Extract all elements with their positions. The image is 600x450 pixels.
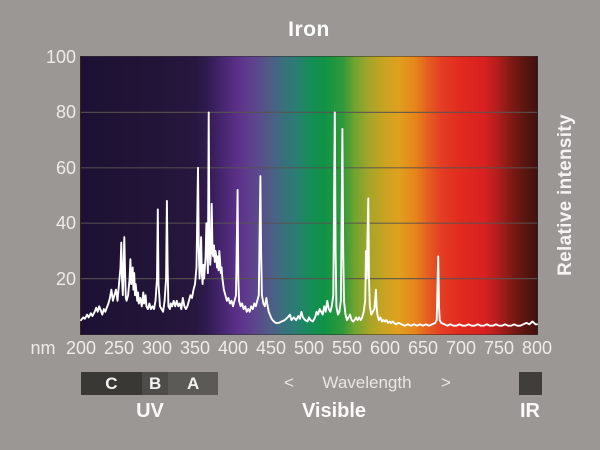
x-tick-550: 550 — [331, 338, 363, 358]
x-tick-300: 300 — [141, 338, 173, 358]
uv-band-b: B — [141, 372, 169, 395]
ir-marker-square — [518, 372, 542, 395]
x-tick-650: 650 — [407, 338, 439, 358]
y-axis-title: Relative intensity — [555, 114, 576, 276]
x-tick-600: 600 — [369, 338, 401, 358]
x-tick-250: 250 — [103, 338, 135, 358]
x-tick-800: 800 — [521, 338, 553, 358]
x-tick-700: 700 — [445, 338, 477, 358]
y-tick-40: 40 — [55, 213, 76, 234]
uv-band-c: C — [81, 372, 142, 395]
y-tick-100: 100 — [45, 47, 76, 67]
y-tick-20: 20 — [55, 268, 76, 289]
wavelength-label: Wavelength — [322, 373, 412, 392]
y-tick-60: 60 — [55, 157, 76, 178]
x-tick-200: 200 — [65, 338, 97, 358]
plot-area-spectrum-background — [80, 56, 538, 335]
wavelength-left-arrow: < — [284, 373, 294, 392]
x-tick-400: 400 — [217, 338, 249, 358]
region-label-visible: Visible — [301, 400, 367, 422]
wavelength-right-arrow: > — [441, 373, 451, 392]
x-tick-750: 750 — [483, 338, 515, 358]
uv-band-a: A — [168, 372, 218, 395]
chart-title: Iron — [288, 18, 330, 41]
x-tick-350: 350 — [179, 338, 211, 358]
x-tick-450: 450 — [255, 338, 287, 358]
y-tick-80: 80 — [55, 102, 76, 123]
x-axis-unit-label: nm — [30, 338, 56, 358]
region-label-uv: UV — [136, 400, 164, 422]
region-label-ir: IR — [520, 400, 540, 422]
x-tick-500: 500 — [293, 338, 325, 358]
